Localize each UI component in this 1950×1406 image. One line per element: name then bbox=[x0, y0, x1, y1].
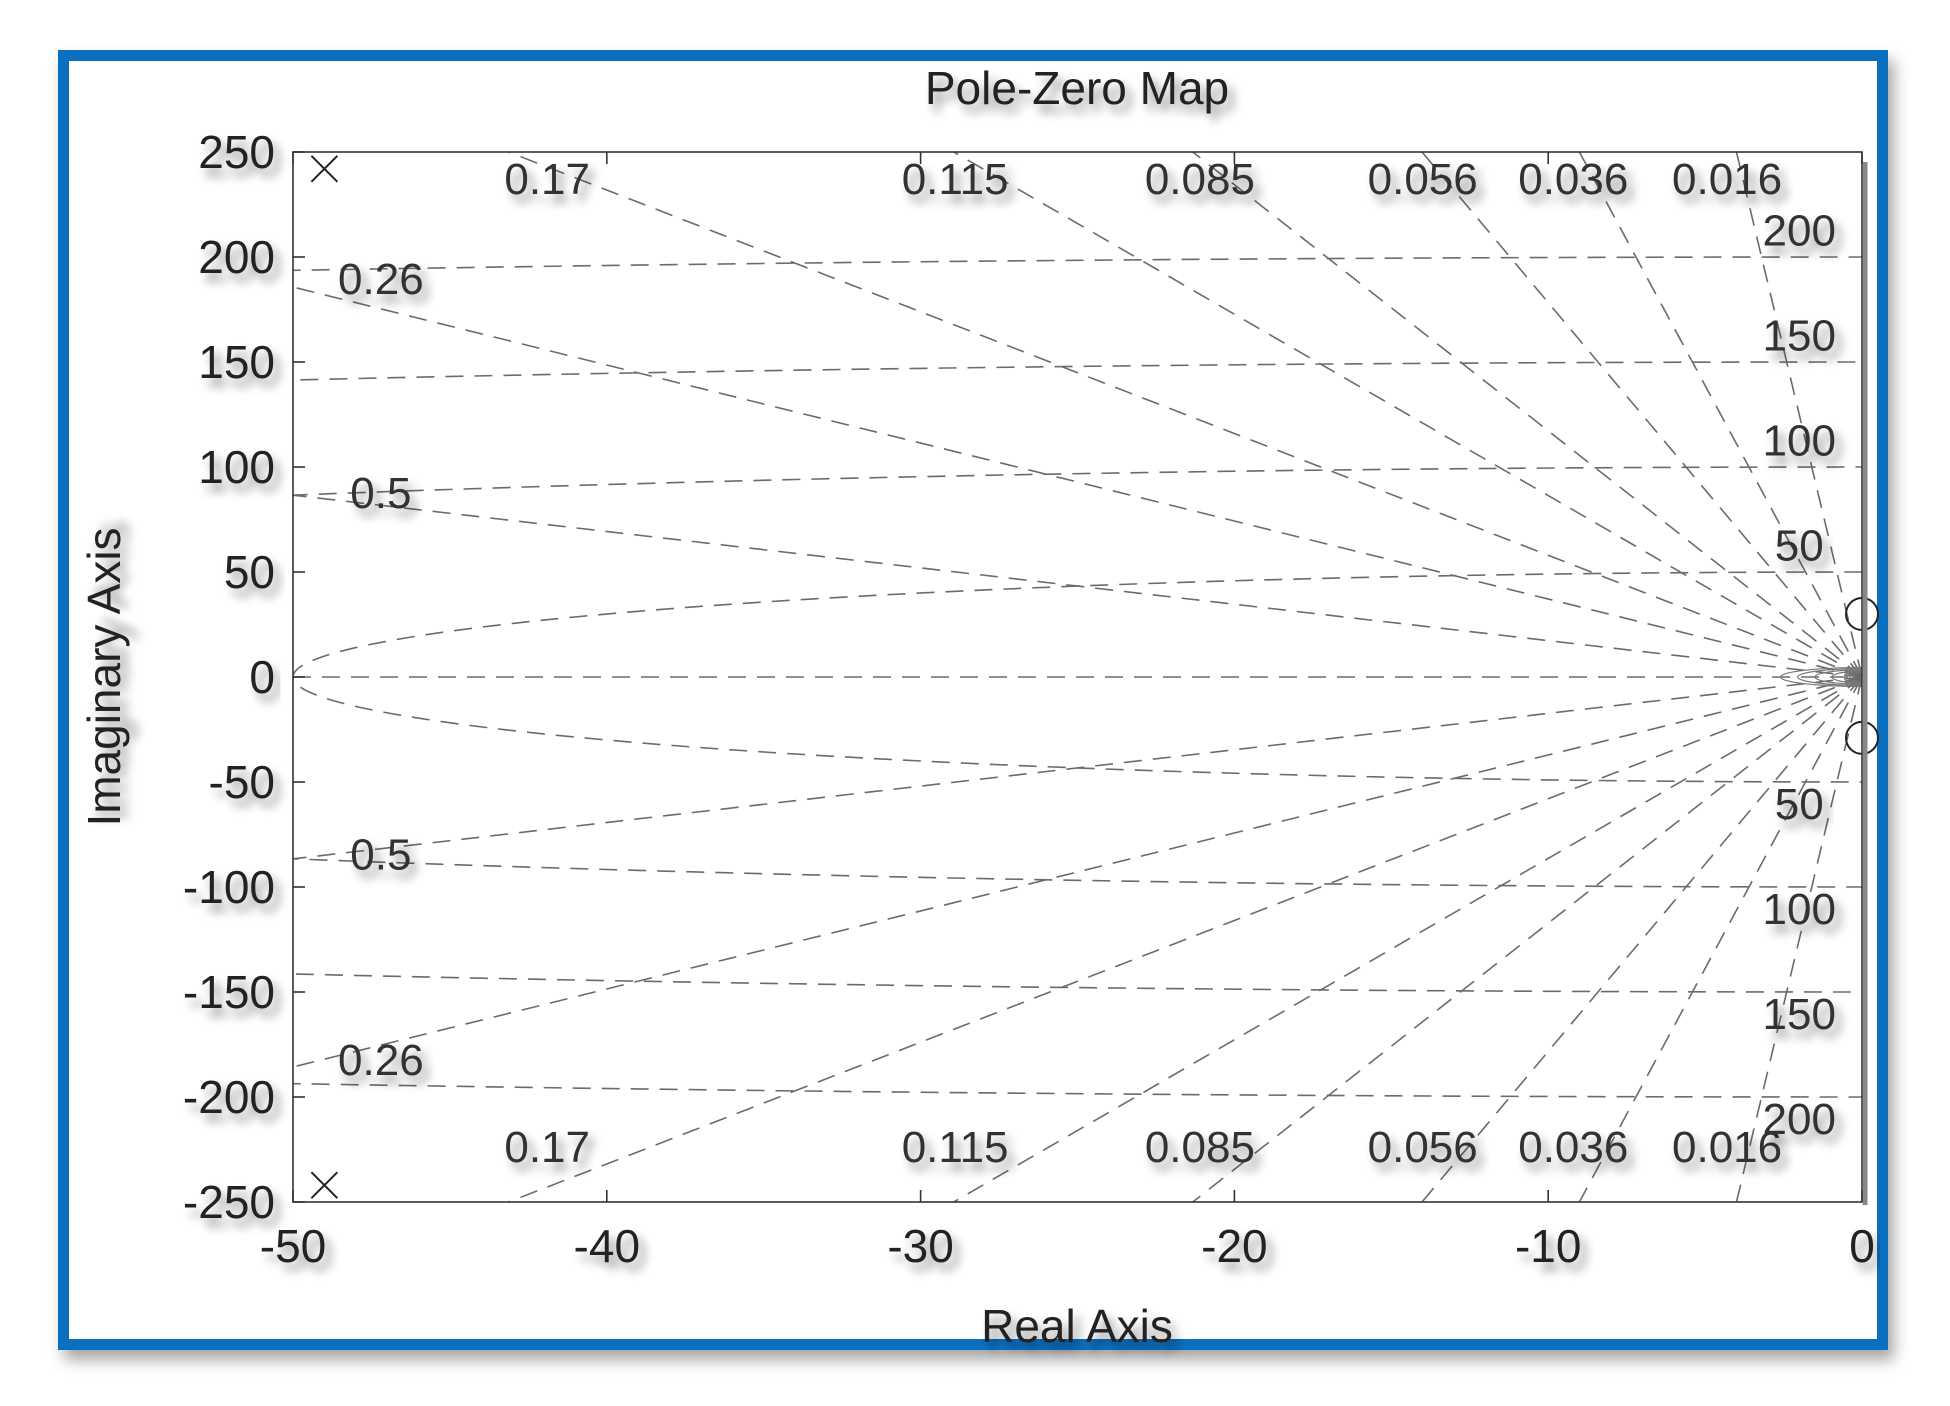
damping-ray bbox=[1192, 676, 1862, 1202]
y-tick-label: -200 bbox=[183, 1071, 275, 1123]
frequency-label: 50 bbox=[1775, 522, 1824, 571]
damping-label-bottom: 0.085 bbox=[1145, 1123, 1255, 1172]
y-tick-label: 100 bbox=[198, 441, 275, 493]
damping-ray bbox=[1578, 152, 1862, 678]
damping-label-top: 0.036 bbox=[1518, 155, 1628, 204]
frequency-label: 200 bbox=[1763, 207, 1836, 256]
damping-ray bbox=[293, 676, 1862, 1068]
y-tick-label: -100 bbox=[183, 861, 275, 913]
damping-label-left: 0.26 bbox=[338, 255, 424, 304]
damping-label-top: 0.085 bbox=[1145, 155, 1255, 204]
frequency-label: 50 bbox=[1775, 780, 1824, 829]
x-tick-label: -50 bbox=[260, 1220, 326, 1272]
damping-ray bbox=[1192, 152, 1862, 678]
x-tick-label: -20 bbox=[1201, 1220, 1267, 1272]
damping-label-left: 0.5 bbox=[350, 830, 411, 879]
grid-label-layer: 0.17 0.115 0.085 0.056 0.036 0.016 0.17 0.115 0.… bbox=[338, 155, 1836, 1172]
pole-marker bbox=[310, 1171, 339, 1199]
x-tick-label: -40 bbox=[574, 1220, 640, 1272]
origin-contour bbox=[1814, 669, 1862, 685]
damping-label-top: 0.115 bbox=[902, 155, 1009, 204]
x-tick-label: -10 bbox=[1515, 1220, 1581, 1272]
damping-label-top: 0.056 bbox=[1368, 155, 1478, 204]
damping-ray bbox=[293, 286, 1862, 678]
y-tick-label: 250 bbox=[198, 126, 275, 178]
damping-ray bbox=[1735, 152, 1862, 678]
damping-label-bottom: 0.016 bbox=[1672, 1123, 1782, 1172]
pole-marker bbox=[310, 155, 339, 183]
y-axis-title: Imaginary Axis bbox=[78, 527, 130, 826]
axis-layer: -50 -40 -30 -20 -10 0250200150100500-50-100-1… bbox=[183, 126, 1875, 1272]
chart-title: Pole-Zero Map bbox=[925, 62, 1229, 114]
damping-ray bbox=[953, 152, 1862, 678]
y-tick-label: 50 bbox=[224, 546, 275, 598]
y-tick-label: 150 bbox=[198, 336, 275, 388]
damping-label-top: 0.17 bbox=[504, 155, 590, 204]
damping-label-bottom: 0.036 bbox=[1518, 1123, 1628, 1172]
damping-ray bbox=[508, 152, 1862, 678]
damping-ray bbox=[1578, 676, 1862, 1202]
damping-label-left: 0.26 bbox=[338, 1036, 424, 1085]
y-tick-label: -250 bbox=[183, 1176, 275, 1228]
damping-label-bottom: 0.056 bbox=[1368, 1123, 1478, 1172]
damping-label-bottom: 0.115 bbox=[902, 1123, 1009, 1172]
y-tick-label: -150 bbox=[183, 966, 275, 1018]
x-tick-label: 0 bbox=[1849, 1220, 1875, 1272]
y-tick-label: -50 bbox=[209, 756, 275, 808]
y-tick-label: 0 bbox=[249, 651, 275, 703]
damping-ray bbox=[1735, 676, 1862, 1202]
x-tick-label: -30 bbox=[887, 1220, 953, 1272]
frequency-label: 200 bbox=[1763, 1095, 1836, 1144]
frequency-label: 150 bbox=[1763, 990, 1836, 1039]
frequency-label: 100 bbox=[1763, 417, 1836, 466]
frequency-label: 100 bbox=[1763, 885, 1836, 934]
damping-ray bbox=[953, 676, 1862, 1202]
frequency-label: 150 bbox=[1763, 312, 1836, 361]
y-tick-label: 200 bbox=[198, 231, 275, 283]
damping-label-left: 0.5 bbox=[350, 469, 411, 518]
origin-contour bbox=[1797, 668, 1862, 686]
damping-label-bottom: 0.17 bbox=[504, 1123, 590, 1172]
damping-ray bbox=[508, 676, 1862, 1202]
x-axis-title: Real Axis bbox=[981, 1300, 1173, 1352]
damping-label-top: 0.016 bbox=[1672, 155, 1782, 204]
